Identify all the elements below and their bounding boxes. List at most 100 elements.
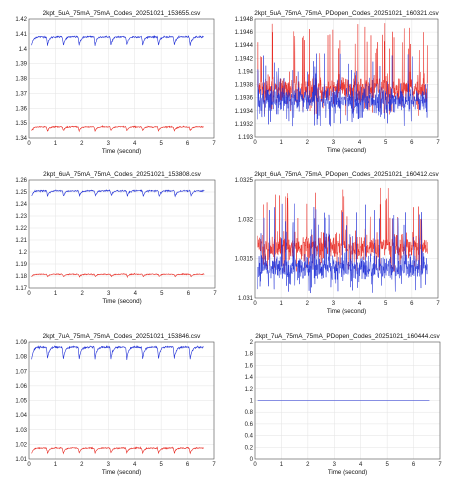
y-tick-label: 1.1936 xyxy=(235,96,254,102)
x-tick-label: 6 xyxy=(187,291,191,297)
x-tick-label: 5 xyxy=(160,291,164,297)
series-line xyxy=(257,203,428,294)
y-tick-label: 0.4 xyxy=(245,434,254,440)
y-tick-label: 1.0315 xyxy=(235,257,254,263)
y-tick-label: 1.2 xyxy=(19,250,28,256)
axes-box xyxy=(254,179,439,299)
x-tick-label: 1 xyxy=(279,301,283,307)
x-tick-label: 7 xyxy=(438,462,442,468)
chart-title: 2kpt_5uA_75mA_75mA_PDopen_Codes_20251021… xyxy=(254,10,439,17)
y-tick-label: 1.1944 xyxy=(235,43,254,49)
y-tick-label: 1.18 xyxy=(15,274,27,280)
x-tick-label: 1 xyxy=(54,462,58,468)
y-tick-label: 1.24 xyxy=(15,202,27,208)
y-tick-label: 0 xyxy=(250,457,254,463)
y-tick-label: 1.193 xyxy=(238,135,254,141)
x-tick-label: 7 xyxy=(436,140,440,146)
y-tick-label: 1.25 xyxy=(15,190,27,196)
x-tick-label: 1 xyxy=(279,140,283,146)
x-axis-label: Time (second) xyxy=(102,469,141,476)
x-tick-label: 5 xyxy=(159,141,163,147)
x-tick-label: 6 xyxy=(412,462,416,468)
x-axis-label: Time (second) xyxy=(328,469,367,476)
y-tick-label: 1 xyxy=(250,399,254,405)
x-tick-label: 7 xyxy=(212,462,216,468)
chart-panel: 0 1 2 3 4 5 6 7 1.031 1.0315 1.032 1.03252kpt_6uA_7… xyxy=(235,171,441,315)
x-tick-label: 2 xyxy=(306,140,310,146)
x-tick-label: 2 xyxy=(80,291,84,297)
chart-panel: 0 1 2 3 4 5 6 700.20.40.60.811.21.41.61.822kpt_… xyxy=(245,333,443,476)
y-tick-label: 1.39 xyxy=(15,62,27,68)
y-tick-label: 1.031 xyxy=(238,296,254,302)
y-tick-label: 1.1932 xyxy=(235,122,254,128)
y-tick-label: 1.21 xyxy=(15,238,27,244)
y-tick-label: 1.19 xyxy=(15,262,27,268)
y-tick-label: 1.03 xyxy=(15,428,27,434)
x-tick-label: 5 xyxy=(384,301,388,307)
x-tick-label: 4 xyxy=(134,291,138,297)
y-tick-label: 1.35 xyxy=(15,121,27,127)
y-tick-label: 1.8 xyxy=(245,352,254,358)
x-tick-label: 3 xyxy=(107,291,111,297)
y-tick-label: 1.1938 xyxy=(235,83,254,89)
x-tick-label: 3 xyxy=(107,141,111,147)
y-tick-label: 1.032 xyxy=(238,217,254,223)
x-tick-label: 5 xyxy=(385,462,389,468)
y-tick-label: 1.6 xyxy=(245,363,254,369)
x-tick-label: 3 xyxy=(107,462,111,468)
chart-panel: 0 1 2 3 4 5 6 7 1.193 1.1932 1.1934 1.1936 1.1938 1.1… xyxy=(235,10,441,154)
x-tick-label: 3 xyxy=(332,140,336,146)
chart-panel: 0 1 2 3 4 5 6 7 1.01 1.02 1.03 1.04 1.05 1.06 1.07 1.08… xyxy=(15,333,216,476)
x-axis-label: Time (second) xyxy=(102,148,141,155)
x-tick-label: 2 xyxy=(306,462,310,468)
x-tick-label: 3 xyxy=(333,462,337,468)
y-tick-label: 1.07 xyxy=(15,369,27,375)
axes-box xyxy=(254,18,439,138)
y-tick-label: 1.06 xyxy=(15,384,27,390)
y-tick-label: 2 xyxy=(250,340,254,346)
axes-box xyxy=(254,341,441,460)
y-tick-label: 1.2 xyxy=(245,387,254,393)
y-tick-label: 1.22 xyxy=(15,226,27,232)
y-tick-label: 1.23 xyxy=(15,214,27,220)
x-tick-label: 5 xyxy=(384,140,388,146)
x-tick-label: 2 xyxy=(80,462,84,468)
y-tick-label: 1.02 xyxy=(15,442,27,448)
series-line xyxy=(257,23,428,116)
y-tick-label: 0.8 xyxy=(245,410,254,416)
axes-box xyxy=(28,341,215,460)
x-tick-label: 0 xyxy=(27,462,31,468)
x-tick-label: 1 xyxy=(54,141,58,147)
y-tick-label: 0.6 xyxy=(245,422,254,428)
y-tick-label: 1.42 xyxy=(15,17,27,23)
series-line xyxy=(31,446,204,455)
chart-panel: 0 1 2 3 4 5 6 7 1.17 1.18 1.19 1.2 1.21 1.22 1.23 1.24 1… xyxy=(15,171,217,305)
x-tick-label: 1 xyxy=(54,291,58,297)
series-line xyxy=(31,124,204,133)
series-line xyxy=(257,53,428,127)
x-axis-label: Time (second) xyxy=(327,147,366,154)
x-tick-label: 4 xyxy=(358,140,362,146)
x-tick-label: 7 xyxy=(213,291,217,297)
x-tick-label: 1 xyxy=(280,462,284,468)
x-tick-label: 7 xyxy=(436,301,440,307)
chart-title: 2kpt_5uA_75mA_75mA_Codes_20251021_153655… xyxy=(43,10,202,17)
x-tick-label: 0 xyxy=(27,291,31,297)
y-tick-label: 1.36 xyxy=(15,106,27,112)
series-line xyxy=(31,272,205,279)
y-tick-label: 1.4 xyxy=(245,375,254,381)
y-tick-label: 1.1946 xyxy=(235,30,254,36)
y-tick-label: 1.37 xyxy=(15,91,27,97)
series-line xyxy=(31,189,205,198)
y-tick-label: 1.09 xyxy=(15,340,27,346)
y-tick-label: 1.1948 xyxy=(235,17,254,23)
plot-area xyxy=(29,180,215,288)
y-tick-label: 1.05 xyxy=(15,399,27,405)
x-tick-label: 6 xyxy=(186,141,190,147)
chart-title: 2kpt_7uA_75mA_75mA_PDopen_Codes_20251021… xyxy=(255,333,440,340)
x-tick-label: 6 xyxy=(410,301,414,307)
x-tick-label: 5 xyxy=(159,462,163,468)
x-tick-label: 0 xyxy=(27,141,31,147)
x-tick-label: 0 xyxy=(253,140,257,146)
y-tick-label: 0.2 xyxy=(245,445,254,451)
